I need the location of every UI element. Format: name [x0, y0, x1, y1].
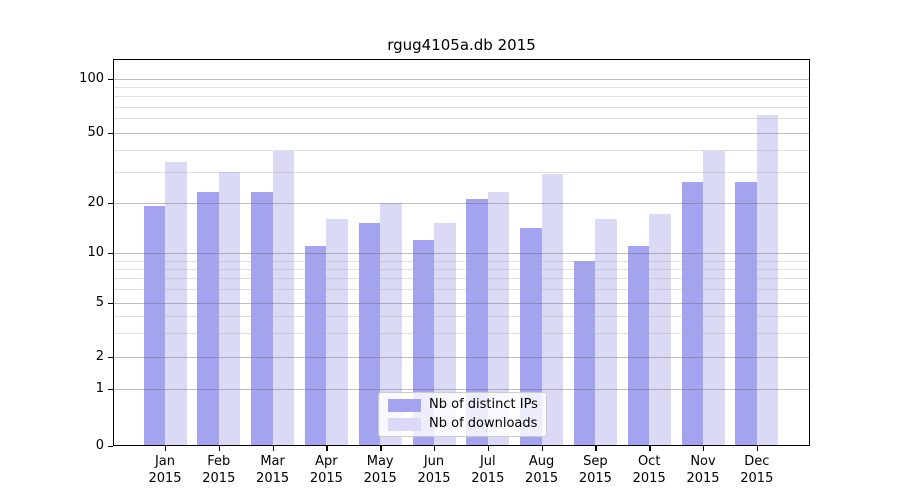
legend-swatch-downloads — [388, 417, 421, 431]
x-tick-nov-2015 — [703, 446, 705, 451]
bar-distinct-ips-feb — [197, 191, 219, 445]
gridline-minor-30 — [114, 171, 809, 173]
gridline-major-50 — [114, 132, 809, 134]
y-tick-5 — [108, 302, 113, 304]
y-tick-label-2: 2 — [95, 348, 104, 364]
legend-swatch-distinct-ips — [388, 398, 421, 412]
y-tick-20 — [108, 202, 113, 204]
y-tick-label-10: 10 — [87, 245, 104, 260]
gridline-minor-8 — [114, 268, 809, 270]
bar-distinct-ips-sep — [573, 260, 596, 445]
gridline-minor-80 — [114, 96, 809, 98]
x-tick-label-nov-2015: Nov 2015 — [686, 454, 720, 486]
bar-downloads-mar — [272, 151, 295, 445]
gridline-major-10 — [114, 253, 809, 254]
bar-downloads-jul — [487, 191, 510, 445]
y-tick-label-20: 20 — [87, 194, 104, 210]
y-tick-50 — [108, 132, 113, 134]
gridline-major-1 — [114, 388, 809, 390]
y-tick-label-1: 1 — [95, 380, 104, 396]
x-tick-label-dec-2015: Dec 2015 — [740, 454, 774, 486]
x-tick-jan-2015 — [165, 446, 167, 451]
bar-distinct-ips-may — [358, 223, 381, 445]
bar-distinct-ips-apr — [304, 246, 327, 445]
y-tick-2 — [108, 356, 113, 358]
x-tick-label-jun-2015: Jun 2015 — [417, 454, 451, 486]
gridline-major-2 — [114, 356, 809, 358]
x-tick-label-may-2015: May 2015 — [363, 454, 397, 486]
bar-distinct-ips-mar — [251, 191, 273, 445]
bar-downloads-oct — [649, 214, 671, 445]
bar-downloads-apr — [326, 218, 348, 445]
x-tick-aug-2015 — [541, 446, 543, 451]
x-tick-sep-2015 — [595, 446, 597, 451]
gridline-minor-7 — [114, 278, 809, 280]
x-tick-jul-2015 — [487, 446, 490, 451]
gridline-minor-70 — [114, 106, 809, 108]
gridline-minor-40 — [114, 149, 809, 151]
y-tick-10 — [108, 253, 113, 255]
x-tick-label-jul-2015: Jul 2015 — [471, 454, 505, 486]
legend-item-distinct-ips: Nb of distinct IPs — [388, 397, 538, 413]
x-tick-apr-2015 — [326, 446, 328, 451]
x-tick-mar-2015 — [272, 446, 274, 451]
gridline-minor-60 — [114, 118, 809, 120]
x-tick-label-mar-2015: Mar 2015 — [256, 454, 290, 486]
gridline-major-20 — [114, 202, 809, 204]
gridline-minor-3 — [114, 332, 809, 334]
bar-distinct-ips-dec — [735, 182, 757, 445]
chart-title: rgug4105a.db 2015 — [387, 36, 536, 54]
y-tick-label-100: 100 — [79, 71, 104, 86]
bar-distinct-ips-aug — [520, 228, 542, 445]
bar-downloads-jun — [434, 223, 456, 445]
gridline-minor-4 — [114, 315, 809, 317]
gridline-major-5 — [114, 302, 809, 304]
y-tick-100 — [108, 79, 113, 81]
bar-downloads-sep — [595, 218, 617, 445]
x-tick-label-apr-2015: Apr 2015 — [309, 454, 343, 486]
bar-distinct-ips-jul — [466, 198, 488, 445]
bar-downloads-feb — [218, 171, 241, 445]
bar-downloads-may — [380, 202, 402, 445]
y-tick-0 — [108, 446, 113, 448]
bar-downloads-jan — [165, 161, 187, 445]
x-tick-label-aug-2015: Aug 2015 — [525, 454, 559, 486]
x-tick-label-oct-2015: Oct 2015 — [632, 454, 666, 486]
legend-item-downloads: Nb of downloads — [388, 416, 537, 432]
y-tick-1 — [108, 388, 113, 390]
x-tick-oct-2015 — [649, 446, 651, 451]
legend: Nb of distinct IPs Nb of downloads — [378, 392, 547, 437]
y-tick-label-50: 50 — [87, 124, 104, 140]
y-tick-label-5: 5 — [95, 294, 104, 310]
gridline-major-100 — [114, 79, 809, 80]
x-tick-may-2015 — [380, 446, 382, 451]
y-tick-label-0: 0 — [95, 438, 104, 453]
x-tick-dec-2015 — [756, 446, 759, 451]
x-tick-label-sep-2015: Sep 2015 — [578, 454, 612, 486]
bar-downloads-nov — [703, 151, 725, 445]
bar-downloads-dec — [756, 114, 779, 445]
bar-distinct-ips-oct — [627, 246, 650, 445]
bar-downloads-aug — [541, 174, 564, 445]
legend-label-distinct-ips: Nb of distinct IPs — [429, 397, 538, 412]
x-tick-feb-2015 — [218, 446, 221, 451]
bar-distinct-ips-jan — [143, 206, 165, 445]
x-tick-label-feb-2015: Feb 2015 — [202, 454, 236, 486]
x-tick-jun-2015 — [434, 446, 436, 451]
bar-distinct-ips-nov — [681, 182, 703, 445]
gridline-minor-90 — [114, 87, 809, 89]
legend-label-downloads: Nb of downloads — [429, 416, 538, 431]
x-tick-label-jan-2015: Jan 2015 — [148, 454, 182, 486]
gridline-minor-9 — [114, 260, 809, 262]
gridline-minor-6 — [114, 289, 809, 291]
